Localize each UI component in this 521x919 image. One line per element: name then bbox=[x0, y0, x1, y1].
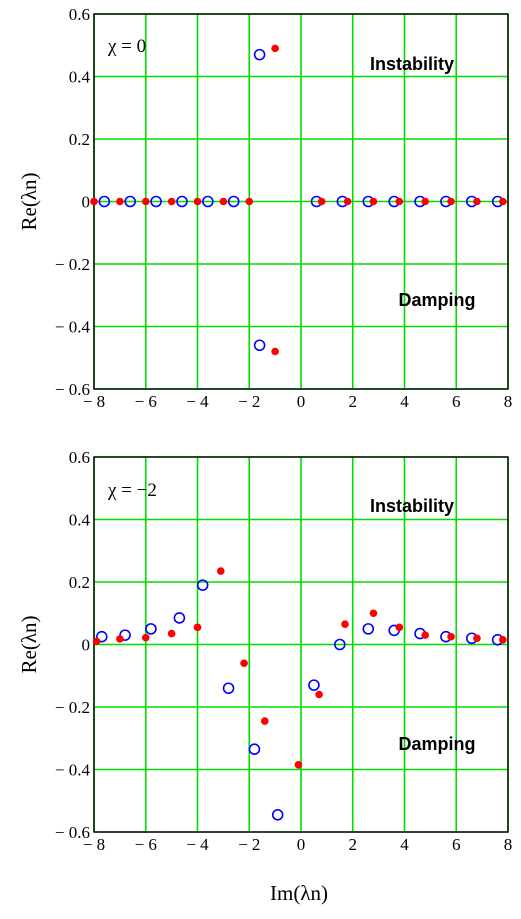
data-point-red bbox=[240, 659, 248, 668]
instability-label: Instability bbox=[370, 496, 454, 516]
data-point-red bbox=[499, 197, 507, 206]
chart-panel-top: − 8 − 6 − 4 − 2 0 2 4 6 8 0.6 0.4 0.2 0 − 0.2 − 0.4 − 0… bbox=[17, 5, 512, 411]
data-point-blue bbox=[98, 195, 111, 208]
data-point-red bbox=[90, 197, 98, 206]
y-axis-label: Re(λn) bbox=[17, 172, 41, 230]
chart-panel-bottom: − 8 − 6 − 4 − 2 0 2 4 6 8 0.6 0.4 0.2 0 − 0.2 − 0.4 − 0… bbox=[17, 448, 512, 854]
data-point-red bbox=[216, 567, 225, 575]
data-point-blue bbox=[202, 195, 214, 208]
x-tick-label: − 2 bbox=[238, 835, 260, 854]
data-point-blue bbox=[334, 638, 346, 651]
x-tick-label: 0 bbox=[297, 392, 306, 411]
damping-label: Damping bbox=[398, 734, 475, 754]
x-tick-label: − 8 bbox=[83, 392, 105, 411]
data-point-red bbox=[271, 347, 279, 356]
data-point-blue bbox=[222, 682, 235, 695]
data-point-blue bbox=[227, 195, 240, 208]
data-point-red bbox=[167, 197, 176, 206]
data-point-red bbox=[294, 761, 303, 769]
data-point-red bbox=[193, 197, 202, 206]
data-point-red bbox=[260, 717, 269, 725]
chi-annotation: χ = 0 bbox=[107, 36, 146, 57]
data-point-red bbox=[315, 690, 323, 699]
y-tick-label: 0.4 bbox=[69, 68, 91, 87]
x-tick-label: 4 bbox=[400, 392, 409, 411]
data-point-red bbox=[141, 633, 150, 642]
data-point-red bbox=[421, 197, 430, 206]
instability-label: Instability bbox=[370, 54, 454, 74]
x-tick-label: − 4 bbox=[186, 392, 209, 411]
data-point-red bbox=[499, 636, 507, 644]
x-tick-label: 8 bbox=[504, 835, 513, 854]
data-point-blue bbox=[176, 195, 188, 208]
data-point-red bbox=[369, 197, 378, 206]
y-tick-label: 0.6 bbox=[69, 448, 90, 467]
y-tick-label: 0 bbox=[82, 636, 91, 655]
data-point-red bbox=[369, 609, 378, 618]
x-tick-label: 6 bbox=[452, 835, 461, 854]
y-tick-label: − 0.2 bbox=[55, 698, 90, 717]
data-point-red bbox=[395, 197, 404, 206]
y-tick-label: 0.4 bbox=[69, 511, 91, 530]
data-point-red bbox=[447, 632, 455, 641]
data-point-red bbox=[447, 197, 455, 206]
data-point-red bbox=[219, 197, 228, 206]
x-tick-label: − 2 bbox=[238, 392, 260, 411]
data-point-blue bbox=[271, 809, 284, 821]
y-tick-label: 0.2 bbox=[69, 573, 90, 592]
x-tick-label: 6 bbox=[452, 392, 461, 411]
x-tick-label: − 4 bbox=[186, 835, 209, 854]
x-tick-label: − 6 bbox=[135, 392, 157, 411]
data-point-blue bbox=[362, 623, 375, 635]
data-point-blue bbox=[124, 195, 137, 208]
data-point-red bbox=[473, 197, 481, 206]
data-point-red bbox=[395, 623, 404, 632]
y-tick-label: − 0.4 bbox=[55, 318, 91, 337]
data-point-blue bbox=[253, 48, 266, 61]
x-tick-label: − 6 bbox=[135, 835, 157, 854]
chi-annotation: χ = −2 bbox=[107, 480, 157, 501]
data-point-blue bbox=[253, 339, 266, 352]
y-tick-label: 0.6 bbox=[69, 5, 90, 24]
data-point-red bbox=[116, 197, 124, 206]
data-point-blue bbox=[150, 195, 162, 208]
y-axis-label: Re(λn) bbox=[17, 615, 41, 673]
data-point-blue bbox=[196, 579, 209, 591]
x-tick-label: 2 bbox=[349, 392, 358, 411]
x-tick-label: 8 bbox=[504, 392, 513, 411]
y-tick-label: 0 bbox=[82, 193, 91, 212]
data-point-red bbox=[271, 44, 279, 53]
data-point-red bbox=[317, 197, 326, 206]
data-point-red bbox=[141, 197, 150, 206]
data-point-blue bbox=[308, 679, 320, 691]
data-point-red bbox=[193, 623, 202, 632]
x-tick-label: 4 bbox=[400, 835, 409, 854]
plot-frame bbox=[93, 456, 509, 833]
data-point-blue bbox=[95, 630, 108, 643]
y-tick-label: 0.2 bbox=[69, 130, 90, 149]
x-tick-label: 2 bbox=[349, 835, 358, 854]
y-tick-label: − 0.4 bbox=[55, 761, 91, 780]
data-point-red bbox=[92, 637, 101, 646]
data-point-red bbox=[473, 634, 481, 643]
data-point-red bbox=[116, 635, 124, 643]
x-tick-label: − 8 bbox=[83, 835, 105, 854]
damping-label: Damping bbox=[398, 290, 475, 310]
data-point-blue bbox=[145, 623, 157, 635]
x-tick-label: 0 bbox=[297, 835, 306, 854]
x-axis-label: Im(λn) bbox=[270, 881, 328, 905]
y-tick-label: − 0.6 bbox=[55, 823, 90, 842]
data-point-red bbox=[167, 629, 176, 638]
y-tick-label: − 0.2 bbox=[55, 255, 90, 274]
data-point-red bbox=[343, 197, 352, 206]
data-point-red bbox=[341, 620, 349, 628]
data-point-red bbox=[245, 197, 254, 206]
data-point-blue bbox=[248, 743, 261, 755]
data-point-blue bbox=[173, 612, 186, 624]
y-tick-label: − 0.6 bbox=[55, 380, 90, 399]
data-point-red bbox=[421, 631, 430, 639]
